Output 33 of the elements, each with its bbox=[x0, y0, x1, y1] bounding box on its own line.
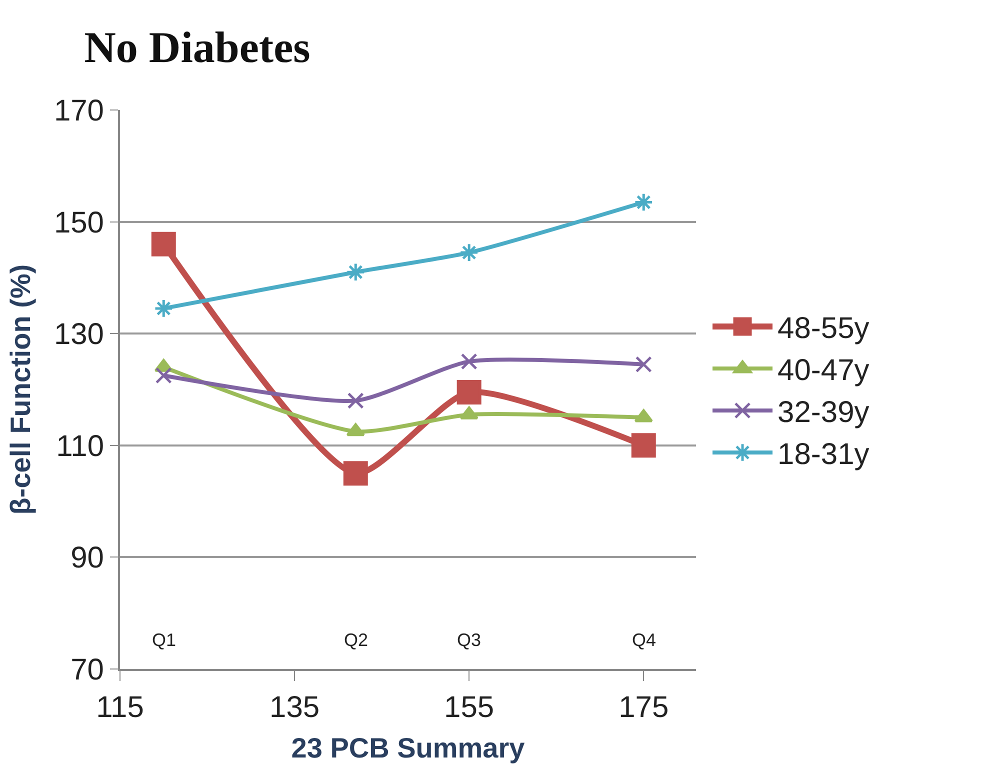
point bbox=[155, 367, 172, 384]
point bbox=[154, 298, 174, 318]
point bbox=[456, 380, 482, 405]
chart-title: No Diabetes bbox=[84, 22, 310, 72]
point bbox=[343, 461, 368, 486]
x-tick-label: 175 bbox=[618, 691, 669, 724]
y-axis-title: β-cell Function (%) bbox=[5, 264, 36, 515]
point bbox=[631, 433, 656, 458]
y-tick-label: 110 bbox=[56, 430, 104, 463]
annotation: Q3 bbox=[457, 630, 482, 650]
point bbox=[347, 392, 364, 409]
annotation: Q2 bbox=[344, 630, 368, 650]
legend-label: 48-55y bbox=[778, 312, 870, 346]
y-tick-label: 150 bbox=[54, 206, 104, 240]
point bbox=[635, 356, 652, 373]
point bbox=[151, 232, 176, 256]
legend-label: 18-31y bbox=[778, 438, 870, 472]
y-tick-label: 90 bbox=[70, 542, 104, 575]
y-tick-label: 170 bbox=[54, 94, 104, 128]
point bbox=[346, 262, 366, 282]
x-tick-label: 155 bbox=[444, 691, 494, 724]
annotation: Q4 bbox=[632, 630, 656, 650]
point bbox=[634, 192, 654, 212]
annotation: Q1 bbox=[152, 630, 176, 650]
y-tick-label: 130 bbox=[54, 318, 104, 352]
x-tick-label: 135 bbox=[270, 691, 320, 724]
point bbox=[459, 242, 479, 262]
y-tick-label: 70 bbox=[70, 654, 104, 686]
point bbox=[460, 353, 478, 370]
legend-label: 40-47y bbox=[778, 354, 870, 388]
x-tick-label: 115 bbox=[96, 691, 144, 724]
x-axis-title: 23 PCB Summary bbox=[291, 732, 526, 764]
legend-label: 32-39y bbox=[778, 396, 870, 430]
